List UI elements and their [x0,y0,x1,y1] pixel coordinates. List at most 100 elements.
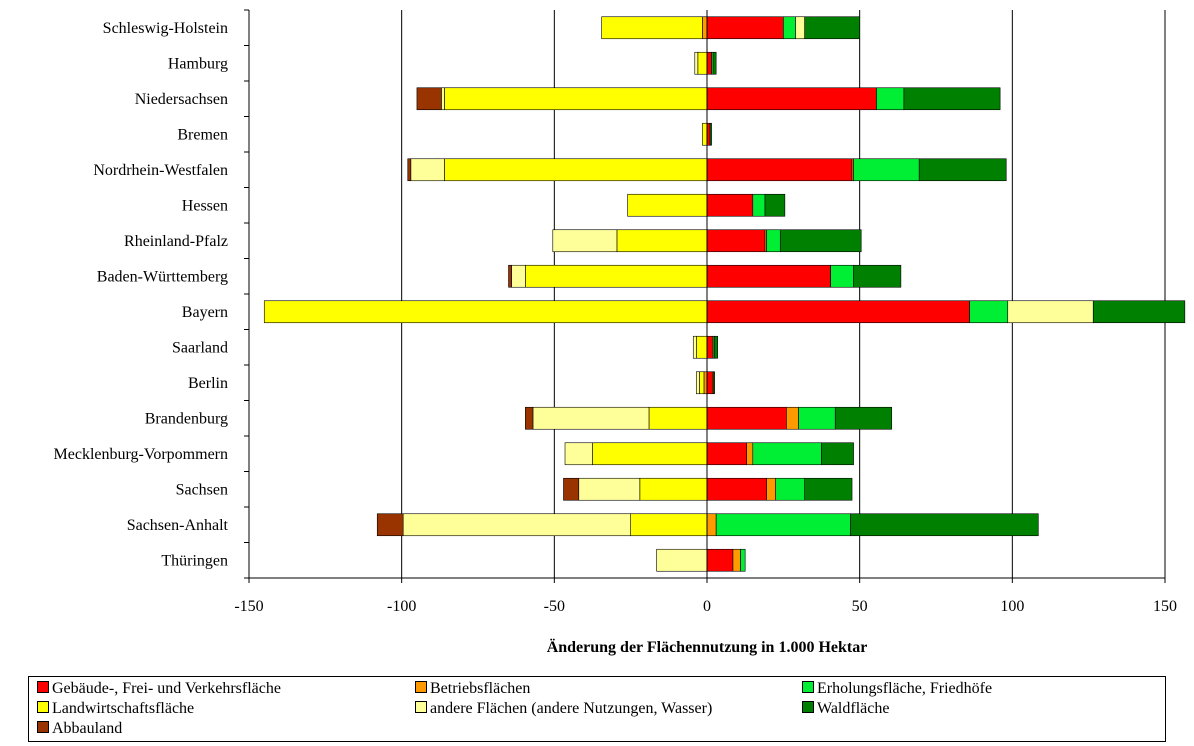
bar-segment [706,16,784,40]
bar-segment [712,51,717,75]
x-tick-label: 100 [1000,598,1024,615]
category-label: Rheinland-Pfalz [124,233,228,250]
bar-segment [444,158,708,182]
x-tick-label: 0 [703,598,711,615]
bar-segment [706,442,747,466]
axes [244,9,1166,583]
legend-label: Erholungsfläche, Friedhöfe [817,680,993,697]
bar-segment [630,513,708,537]
legend-swatch [37,681,49,693]
bar-segment [714,335,718,359]
bar-segment [410,158,445,182]
bar-segment [903,87,1001,111]
bar-segment [706,300,970,324]
x-tick-label: 50 [852,598,868,615]
bar-segment [850,513,1039,537]
bar-segment [740,548,746,572]
legend-swatch [802,681,814,693]
bar-segment [706,335,714,359]
bar-segment [706,158,853,182]
bar-segment [969,300,1009,324]
bar-segment [706,87,877,111]
category-label: Bayern [182,304,228,321]
chart: Schleswig-Holstein Hamburg Niedersachsen Br… [54,9,1186,656]
category-label: Hamburg [168,55,228,72]
legend-item: Abbauland [37,720,122,738]
legend-swatch [802,701,814,713]
legend-item: Erholungsfläche, Friedhöfe [802,680,992,698]
bar-segment [853,264,902,288]
bar-segment [407,158,412,182]
bar-segment [853,158,920,182]
bar-segment [918,158,1007,182]
legend-label: Betriebsflächen [430,680,531,697]
category-label: Bremen [177,126,228,143]
legend-swatch [37,701,49,713]
legend-swatch [37,721,49,733]
category-label: Sachsen-Anhalt [127,517,229,534]
bar-segment [692,335,697,359]
bar-segment [563,477,580,501]
bar-segment [766,229,781,253]
bar-segment [578,477,641,501]
category-label: Baden-Württemberg [97,268,228,285]
category-label: Berlin [188,375,228,392]
bar-segment [696,371,700,395]
legend-label: Gebäude-, Frei- und Verkehrsfläche [52,680,281,697]
category-label: Hessen [182,197,228,214]
bar-segment [441,87,445,111]
bar-segment [601,16,703,40]
legend-item: Waldfläche [802,700,889,718]
bar-segment [699,371,705,395]
category-label: Niedersachsen [135,91,228,108]
bar-segment [376,513,404,537]
bar-segment [786,406,799,430]
bar-segment [779,229,862,253]
bar-segment [616,229,708,253]
bar-segment [263,300,708,324]
x-tick-label: -100 [387,598,416,615]
bar-segment [752,193,766,217]
bar-segment [804,16,860,40]
bar-segment [697,51,708,75]
category-label: Sachsen [176,481,228,498]
bar-segment [706,229,766,253]
bar-segment [648,406,708,430]
bar-segment [656,548,708,572]
bar-segment [508,264,512,288]
bar-segment [706,548,734,572]
bar-segment [783,16,796,40]
bar-segment [830,264,854,288]
bar-segment [706,406,787,430]
bar-segment [712,371,715,395]
bar-segment [702,122,708,146]
bar-segment [706,193,754,217]
category-label: Mecklenburg-Vorpommern [54,446,228,463]
legend-item: Gebäude-, Frei- und Verkehrsfläche [37,680,281,698]
bar-segment [627,193,708,217]
bar-segment [564,442,593,466]
bar-segment [525,264,708,288]
bar-segment [834,406,893,430]
bar-segment [706,513,717,537]
bar-segment [766,477,776,501]
bar-segment [1092,300,1186,324]
bar-segment [706,477,767,501]
category-label: Saarland [172,339,228,356]
category-label: Thüringen [161,552,228,569]
tick-labels: -150 -100 -50 0 50 100 150 [234,598,1177,615]
bar-segment [1007,300,1094,324]
x-tick-label: -50 [544,598,565,615]
legend-swatch [415,701,427,713]
x-tick-label: 150 [1153,598,1177,615]
bar-segment [798,406,836,430]
bar-segment [511,264,526,288]
bar-segment [715,513,851,537]
bar-segment [795,16,806,40]
bar-segment [706,51,712,75]
legend-swatch [415,681,427,693]
bar-segment [706,371,714,395]
bar-segment [764,193,786,217]
category-labels: Schleswig-Holstein Hamburg Niedersachsen Br… [54,20,229,570]
legend: Gebäude-, Frei- und Verkehrsfläche Betrie… [28,676,1166,742]
